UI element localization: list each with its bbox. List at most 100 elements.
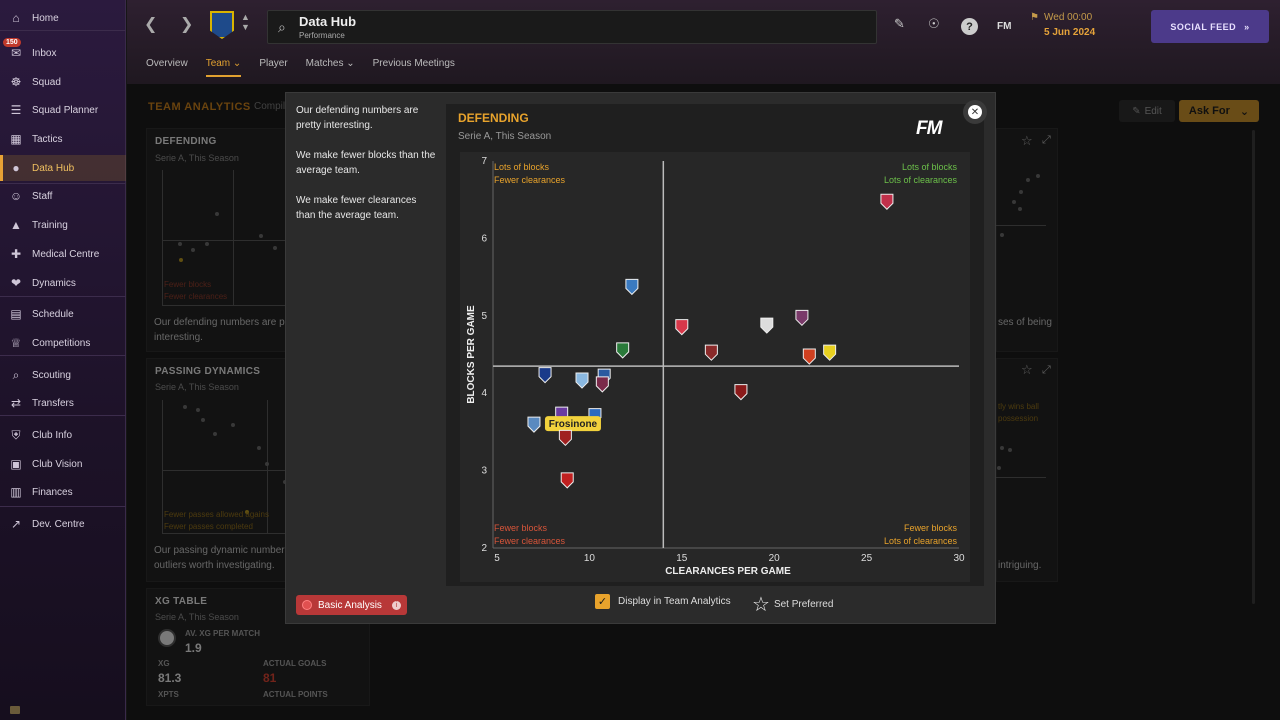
ask-for-label: Ask For bbox=[1188, 105, 1230, 117]
actual-points-label: ACTUAL POINTS bbox=[263, 690, 328, 699]
plot-area bbox=[460, 152, 970, 582]
fm-logo: FM bbox=[916, 118, 942, 139]
right-card-2-label-2: possession bbox=[998, 414, 1039, 423]
sidebar-item-label: Finances bbox=[32, 486, 73, 498]
fm-menu-icon[interactable]: FM bbox=[997, 21, 1012, 32]
sidebar-item-dev-centre[interactable]: ↗ Dev. Centre bbox=[0, 511, 126, 537]
sidebar-item-scouting[interactable]: ⌕ Scouting bbox=[0, 362, 126, 388]
set-preferred-label: Set Preferred bbox=[773, 599, 834, 610]
sidebar-item-training[interactable]: ▲ Training bbox=[0, 212, 126, 238]
actual-goals-value: 81 bbox=[263, 671, 277, 685]
clipboard-icon: ☰ bbox=[10, 103, 22, 117]
pencil-icon[interactable]: ✎ bbox=[894, 16, 905, 31]
checkbox-checked-icon[interactable]: ✓ bbox=[595, 594, 610, 609]
date-display[interactable]: ⚑ Wed 00:00 5 Jun 2024 bbox=[1030, 12, 1095, 38]
sidebar-item-home[interactable]: ⌂ Home bbox=[0, 5, 126, 31]
display-in-analytics-toggle[interactable]: ✓ Display in Team Analytics bbox=[595, 594, 731, 609]
tab-player[interactable]: Player bbox=[259, 58, 288, 69]
sidebar-item-dynamics[interactable]: ❤ Dynamics bbox=[0, 270, 126, 296]
sidebar-item-label: Squad bbox=[32, 76, 61, 88]
social-feed-label: SOCIAL FEED bbox=[1170, 21, 1237, 32]
sidebar-item-competitions[interactable]: ♕ Competitions bbox=[0, 330, 126, 356]
defending-card-subtitle: Serie A, This Season bbox=[155, 153, 239, 163]
passing-mini-label-2: Fewer passes completed bbox=[164, 522, 253, 531]
help-icon[interactable]: ? bbox=[961, 18, 978, 35]
sidebar-item-staff[interactable]: ☺ Staff bbox=[0, 183, 126, 209]
data-hub-icon: ● bbox=[12, 161, 20, 175]
sidebar-footer-icon[interactable] bbox=[10, 706, 20, 714]
current-date: 5 Jun 2024 bbox=[1044, 27, 1096, 38]
av-xg-value: 1.9 bbox=[185, 641, 202, 655]
forward-arrow-icon[interactable]: ❯ bbox=[180, 16, 194, 33]
passing-card-title: PASSING DYNAMICS bbox=[155, 366, 261, 377]
basic-analysis-button[interactable]: Basic Analysis i bbox=[296, 595, 407, 615]
inbox-icon: ✉ bbox=[10, 46, 22, 60]
scrollbar[interactable] bbox=[1252, 130, 1255, 604]
close-button[interactable]: ✕ bbox=[963, 100, 987, 124]
sidebar-item-label: Club Vision bbox=[32, 458, 83, 470]
shield-icon: ⛨ bbox=[11, 427, 21, 442]
sidebar-item-label: Scouting bbox=[32, 369, 71, 381]
tab-matches[interactable]: Matches ⌄ bbox=[305, 58, 355, 69]
right-card-1[interactable] bbox=[996, 128, 1058, 352]
sidebar-item-label: Medical Centre bbox=[32, 248, 100, 260]
sidebar-item-squad-planner[interactable]: ☰ Squad Planner bbox=[0, 97, 126, 123]
sidebar-item-schedule[interactable]: ▤ Schedule bbox=[0, 301, 126, 327]
passing-mini-label-1: Fewer passes allowed agains bbox=[164, 510, 269, 519]
inbox-badge: 150 bbox=[3, 38, 21, 47]
tab-overview[interactable]: Overview bbox=[146, 58, 188, 69]
expand-icon-2[interactable]: ⤢ bbox=[1042, 364, 1051, 376]
sidebar-item-tactics[interactable]: ▦ Tactics bbox=[0, 126, 126, 152]
sidebar-divider bbox=[0, 355, 126, 356]
search-icon[interactable]: ⌕ bbox=[278, 19, 286, 35]
right-card-2[interactable] bbox=[996, 358, 1058, 582]
sidebar-item-club-info[interactable]: ⛨ Club Info bbox=[0, 422, 126, 448]
sidebar-item-label: Competitions bbox=[32, 337, 91, 349]
sidebar-item-inbox[interactable]: ✉ Inbox bbox=[0, 40, 126, 66]
sidebar-item-transfers[interactable]: ⇄ Transfers bbox=[0, 390, 126, 416]
sidebar-item-label: Dynamics bbox=[32, 277, 76, 289]
sidebar-item-finances[interactable]: ▥ Finances bbox=[0, 479, 126, 505]
sidebar-item-medical-centre[interactable]: ✚ Medical Centre bbox=[0, 241, 126, 267]
dynamics-icon: ❤ bbox=[10, 276, 22, 290]
close-icon: ✕ bbox=[968, 105, 982, 119]
defending-mini-chart bbox=[162, 170, 295, 306]
modal-paragraph-3: We make fewer clearances than the averag… bbox=[296, 195, 417, 221]
sidebar-item-club-vision[interactable]: ▣ Club Vision bbox=[0, 451, 126, 477]
tab-team[interactable]: Team ⌄ bbox=[205, 58, 242, 77]
sidebar-item-label: Dev. Centre bbox=[32, 518, 85, 530]
star-icon[interactable]: ☆ bbox=[1021, 133, 1033, 148]
passing-card-text-2: outliers worth investigating. bbox=[154, 560, 275, 571]
xpts-label: XPTS bbox=[158, 690, 179, 699]
page-header-box[interactable]: ⌕ Data Hub Performance bbox=[267, 10, 877, 44]
sidebar-item-squad[interactable]: ☸ Squad bbox=[0, 69, 126, 95]
star-icon-2[interactable]: ☆ bbox=[1021, 362, 1033, 377]
xg-card-title: XG TABLE bbox=[155, 596, 208, 607]
sidebar-item-label: Squad Planner bbox=[32, 104, 99, 116]
globe-icon[interactable]: ☉ bbox=[928, 16, 940, 31]
edit-button[interactable]: ✎ Edit bbox=[1119, 100, 1175, 122]
trend-icon: ↗ bbox=[10, 517, 22, 531]
club-switch-icon[interactable]: ▲ ▼ bbox=[241, 12, 250, 32]
expand-icon[interactable]: ⤢ bbox=[1042, 134, 1051, 146]
star-outline-icon[interactable]: ☆ bbox=[752, 594, 770, 616]
modal-paragraph-1: Our defending numbers are pretty interes… bbox=[296, 105, 419, 131]
set-preferred-toggle[interactable]: ☆ Set Preferred bbox=[752, 592, 833, 617]
ask-for-button[interactable]: Ask For ⌄ bbox=[1179, 100, 1259, 122]
calendar-icon: ▤ bbox=[10, 307, 22, 321]
defending-mini-label-2: Fewer clearances bbox=[164, 292, 228, 301]
sidebar-item-label: Home bbox=[32, 12, 59, 24]
right-card-2-text: intriguing. bbox=[998, 560, 1042, 571]
team-analytics-subtitle: Compil bbox=[254, 101, 286, 112]
page-title: Data Hub bbox=[299, 14, 357, 29]
people-icon: ☺ bbox=[9, 189, 23, 203]
passing-card-text-1: Our passing dynamic number bbox=[154, 545, 285, 556]
sidebar-item-data-hub[interactable]: ● Data Hub bbox=[0, 155, 126, 181]
tab-previous-meetings[interactable]: Previous Meetings bbox=[372, 58, 455, 69]
page-subtitle: Performance bbox=[299, 31, 345, 40]
social-feed-button[interactable]: SOCIAL FEED » bbox=[1151, 10, 1269, 43]
right-card-1-axis bbox=[996, 225, 1046, 226]
trophy-icon: ♕ bbox=[10, 336, 22, 350]
back-arrow-icon[interactable]: ❮ bbox=[144, 16, 158, 33]
analysis-ball-icon bbox=[302, 600, 312, 610]
